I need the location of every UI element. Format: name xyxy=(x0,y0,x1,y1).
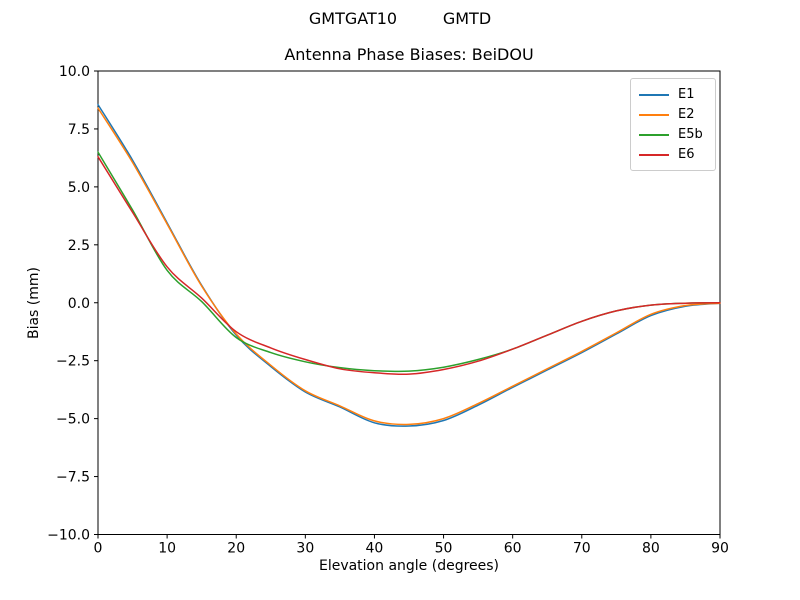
legend-label-e6: E6 xyxy=(678,147,695,162)
legend-label-e2: E2 xyxy=(678,107,695,122)
legend-line-swatch-e1 xyxy=(639,94,669,96)
y-tick-label: −5.0 xyxy=(56,412,90,428)
legend-label-e5b: E5b xyxy=(678,127,703,142)
x-tick-label: 70 xyxy=(573,541,591,557)
x-tick-label: 30 xyxy=(296,541,314,557)
series-line-e5b xyxy=(97,151,721,373)
y-tick-label: 5.0 xyxy=(68,180,90,196)
axes-title: Antenna Phase Biases: BeiDOU xyxy=(284,45,534,64)
x-tick-label: 20 xyxy=(227,541,245,557)
x-tick-label: 60 xyxy=(504,541,522,557)
x-tick-label: 80 xyxy=(642,541,660,557)
y-axis-label: Bias (mm) xyxy=(26,266,42,340)
x-tick-label: 10 xyxy=(158,541,176,557)
legend-line-swatch-e5b xyxy=(639,134,669,136)
y-tick-label: −10.0 xyxy=(47,528,90,544)
y-tick-label: 10.0 xyxy=(59,64,90,80)
x-tick-label: 50 xyxy=(435,541,453,557)
legend-line-swatch-e6 xyxy=(639,154,669,156)
x-axis-label: Elevation angle (degrees) xyxy=(318,558,500,574)
legend-item-e6: E6 xyxy=(639,145,707,165)
series-line-e6 xyxy=(97,155,721,376)
axes-frame xyxy=(97,70,721,535)
x-tick-label: 90 xyxy=(711,541,729,557)
y-tick-label: −2.5 xyxy=(56,354,90,370)
x-tick-label: 40 xyxy=(366,541,384,557)
y-tick-label: −7.5 xyxy=(56,470,90,486)
legend-item-e1: E1 xyxy=(639,85,707,105)
y-tick-label: 0.0 xyxy=(68,296,90,312)
y-tick-label: 2.5 xyxy=(68,238,90,254)
series-line-e1 xyxy=(97,103,721,427)
y-tick-label: 7.5 xyxy=(68,122,90,138)
series-line-e2 xyxy=(97,107,721,426)
legend: E1 E2 E5b E6 xyxy=(630,78,716,171)
legend-item-e2: E2 xyxy=(639,105,707,125)
legend-label-e1: E1 xyxy=(678,87,695,102)
x-tick-label: 0 xyxy=(94,541,103,557)
figure-title: GMTGAT10 GMTD xyxy=(308,9,492,28)
legend-item-e5b: E5b xyxy=(639,125,707,145)
legend-line-swatch-e2 xyxy=(639,114,669,116)
